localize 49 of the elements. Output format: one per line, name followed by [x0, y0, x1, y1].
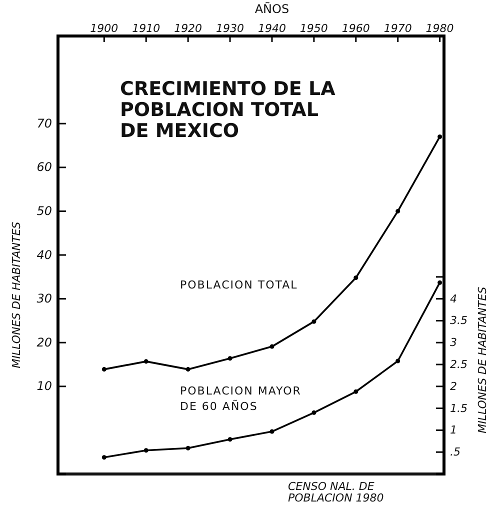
x-tick-label: 1930: [216, 22, 244, 35]
point: [102, 455, 106, 460]
y-tick-label: 10: [36, 379, 52, 394]
point: [396, 208, 400, 214]
x-tick-label: 1920: [174, 22, 202, 35]
y2-axis-title: MILLONES DE HABITANTES: [476, 286, 489, 434]
y-tick-label: 30: [36, 292, 52, 306]
point: [354, 389, 358, 394]
series-label: POBLACION MAYOR DE 60 AÑOS: [180, 384, 302, 413]
point: [312, 319, 316, 324]
point: [270, 344, 274, 349]
y2-tick-label: 3.5: [450, 314, 468, 328]
x-tick-label: 1980: [426, 22, 454, 35]
text: POBLACION TOTAL: [180, 278, 298, 292]
y-axis-title: MILLONES DE HABITANTES: [10, 222, 23, 368]
y2-tick-label: 1.5: [450, 402, 468, 415]
y-tick-label: 40: [36, 248, 52, 262]
y-tick-label: 50: [36, 204, 52, 218]
point: [102, 367, 106, 372]
point: [354, 276, 358, 280]
x-tick-label: 1940: [258, 22, 286, 35]
x-tick-label: 1960: [342, 22, 370, 35]
point: [270, 429, 274, 434]
x-tick-label: 1900: [90, 22, 118, 35]
x-tick-label: 1950: [300, 22, 328, 35]
point: [228, 356, 232, 361]
point: [144, 448, 148, 453]
y2-tick-label: 1: [450, 424, 457, 437]
y-tick-label: 60: [36, 160, 52, 174]
y2-tick-label: 4: [450, 292, 457, 306]
point: [312, 410, 316, 415]
text: CENSO NAL. DE POBLACION 1980: [288, 480, 384, 505]
y2-tick-label: 2: [450, 380, 457, 393]
x-axis-title: AÑOS: [254, 1, 290, 16]
point: [186, 367, 190, 372]
x-tick-label: 1970: [384, 22, 412, 35]
y-tick-label: 20: [36, 335, 52, 350]
y2-tick-label: 2.5: [450, 358, 468, 372]
y2-tick-label: 3: [450, 336, 457, 350]
text: CRECIMIENTO DE LA POBLACION TOTAL DE MEXICO: [120, 78, 336, 142]
point: [228, 437, 232, 442]
point: [438, 134, 442, 139]
point: [438, 280, 442, 285]
y2-tick-label: .5: [450, 446, 460, 459]
y-tick-label: 70: [36, 116, 52, 130]
x-tick-label: 1910: [132, 22, 160, 35]
point: [186, 446, 190, 450]
point: [396, 358, 400, 364]
point: [144, 359, 148, 364]
